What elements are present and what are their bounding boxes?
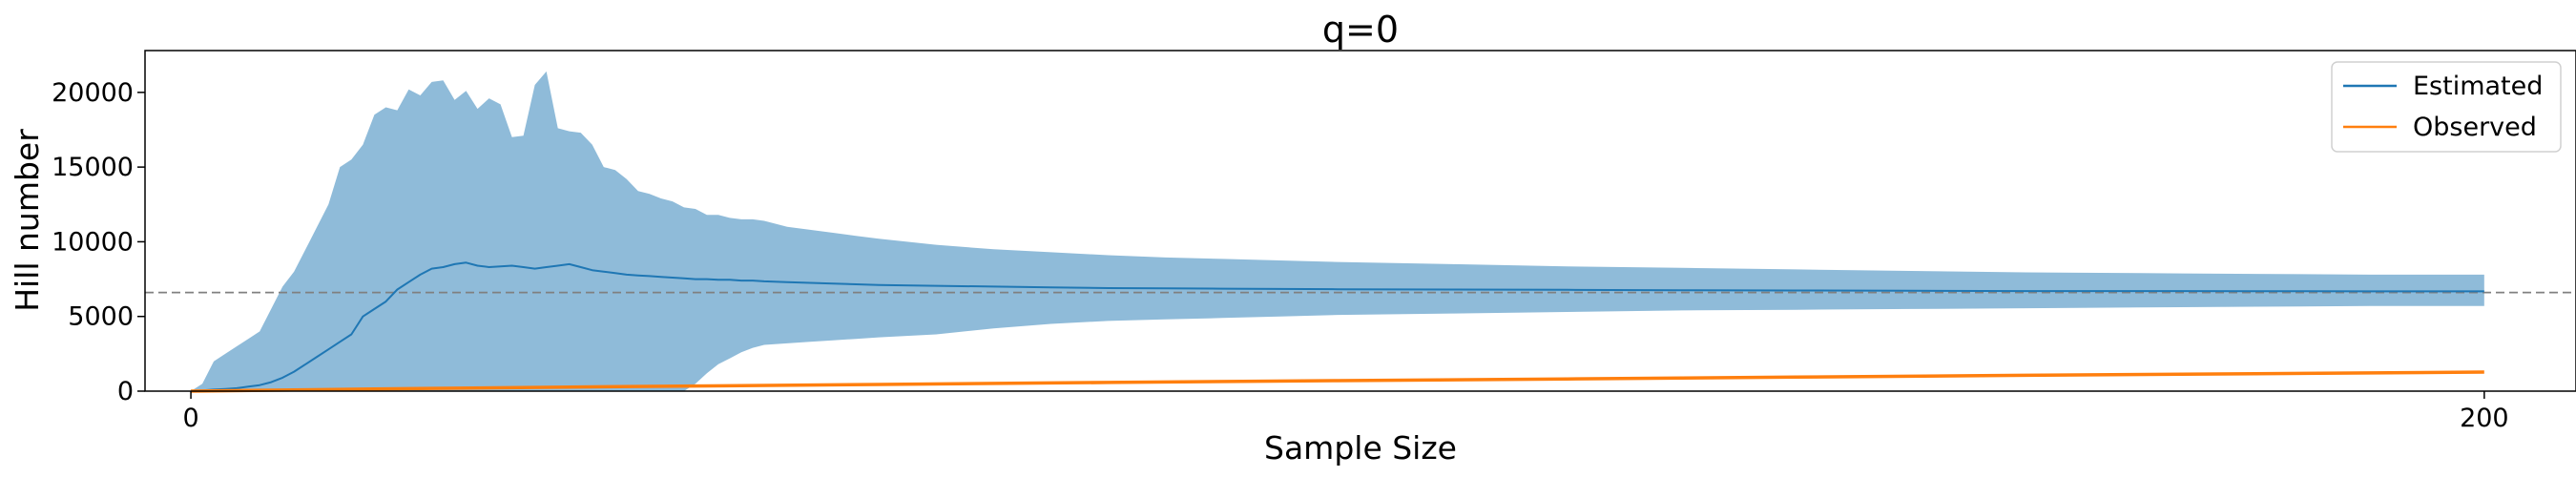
y-tick-label: 10000 (52, 227, 134, 257)
y-tick-label: 15000 (52, 153, 134, 182)
x-tick-label: 0 (182, 404, 198, 433)
legend: Estimated Observed (2331, 61, 2562, 153)
y-tick-label: 0 (117, 377, 134, 406)
y-tick-label: 20000 (52, 78, 134, 108)
estimated-series-line (191, 261, 2484, 392)
series-line-layer (191, 261, 2484, 393)
y-axis-ticks: 0 5000 10000 15000 20000 (52, 78, 145, 406)
x-axis-label: Sample Size (1264, 429, 1457, 467)
x-tick-label: 200 (2460, 404, 2509, 433)
legend-label-observed: Observed (2413, 113, 2537, 142)
plot-area-frame (144, 50, 2576, 392)
chart-title: q=0 (1322, 9, 1399, 51)
y-tick-label: 5000 (68, 302, 134, 332)
y-axis-label: Hill number (9, 129, 46, 312)
legend-frame (2331, 61, 2562, 153)
x-axis-ticks: 0 200 (182, 391, 2509, 433)
estimated-confidence-band (191, 71, 2484, 392)
observed-series-line (191, 370, 2484, 393)
legend-label-estimated: Estimated (2413, 72, 2543, 101)
confidence-band-layer (191, 71, 2484, 392)
